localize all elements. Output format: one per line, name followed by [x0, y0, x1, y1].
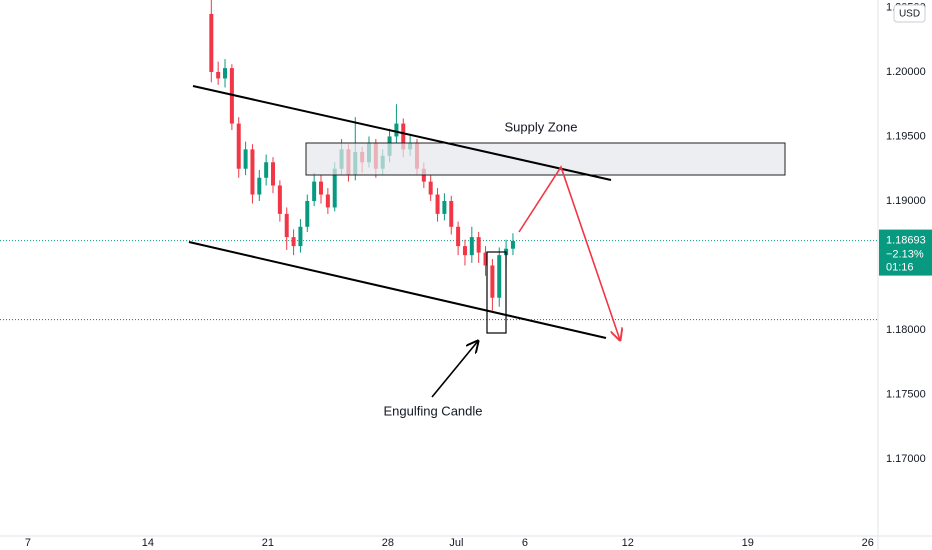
candle-body	[394, 123, 399, 137]
x-tick-label: 7	[25, 537, 31, 549]
candle-body	[312, 181, 317, 201]
x-tick-label: 21	[262, 537, 274, 549]
candle-body	[209, 13, 214, 72]
candle-body	[229, 68, 234, 124]
candle-body	[277, 185, 282, 214]
x-tick-label: 12	[622, 537, 634, 549]
candle-body	[319, 181, 324, 195]
candle-body	[428, 181, 433, 195]
engulfing-box	[486, 251, 507, 334]
y-tick-label: 1.19000	[886, 195, 926, 207]
candle-body	[442, 200, 447, 214]
y-tick-label: 1.18000	[886, 324, 926, 336]
candle-body	[243, 149, 248, 169]
currency: USD	[899, 9, 920, 20]
y-tick-label: 1.17500	[886, 388, 926, 400]
candle-body	[435, 194, 440, 214]
price-label-box	[879, 229, 932, 276]
x-tick-label: 28	[382, 537, 394, 549]
candle-body	[236, 123, 241, 169]
candle-body	[483, 252, 488, 266]
candle-body	[325, 194, 330, 208]
engulfing-label: Engulfing Candle	[383, 403, 482, 418]
candle-body	[298, 226, 303, 247]
bar-countdown: 01:16	[886, 261, 914, 273]
supply-zone-label: Supply Zone	[505, 119, 578, 134]
price-change: −2.13%	[886, 248, 924, 260]
y-tick-label: 1.17000	[886, 453, 926, 465]
pointer-arrow	[431, 341, 478, 398]
upper-trend-line	[192, 85, 612, 181]
candle-body	[456, 226, 461, 247]
candle-body	[490, 265, 495, 298]
candle-body	[223, 68, 228, 79]
candle-body	[332, 168, 337, 208]
candle-body	[305, 200, 310, 227]
y-tick-label: 1.20000	[886, 66, 926, 78]
candle-body	[291, 237, 296, 247]
candle-body	[497, 255, 502, 298]
candle-body	[250, 149, 255, 195]
plot-area	[0, 0, 878, 321]
axes: 1.205001.200001.195001.190001.180001.175…	[25, 1, 932, 549]
candle-body	[476, 237, 481, 253]
y-tick-label: 1.19500	[886, 130, 926, 142]
candle-body	[257, 177, 262, 195]
current-price: 1.18693	[886, 234, 926, 246]
x-tick-label: 14	[142, 537, 154, 549]
x-tick-label: 6	[522, 537, 528, 549]
x-tick-label: 19	[742, 537, 754, 549]
currency-box[interactable]	[893, 4, 926, 23]
candle-body	[264, 162, 269, 178]
lower-trend-line	[188, 241, 607, 339]
candle-body	[284, 213, 289, 238]
supply-zone-box	[305, 142, 786, 176]
x-tick-label: Jul	[449, 537, 463, 549]
x-tick-label: 26	[862, 537, 874, 549]
candle-body	[271, 162, 276, 186]
candle-body	[469, 237, 474, 256]
projection-arrow	[518, 165, 620, 340]
candle-body	[401, 123, 406, 150]
candle-body	[462, 246, 467, 256]
candle-body	[449, 200, 454, 227]
candle-body	[216, 71, 221, 79]
candle-body	[510, 240, 515, 249]
